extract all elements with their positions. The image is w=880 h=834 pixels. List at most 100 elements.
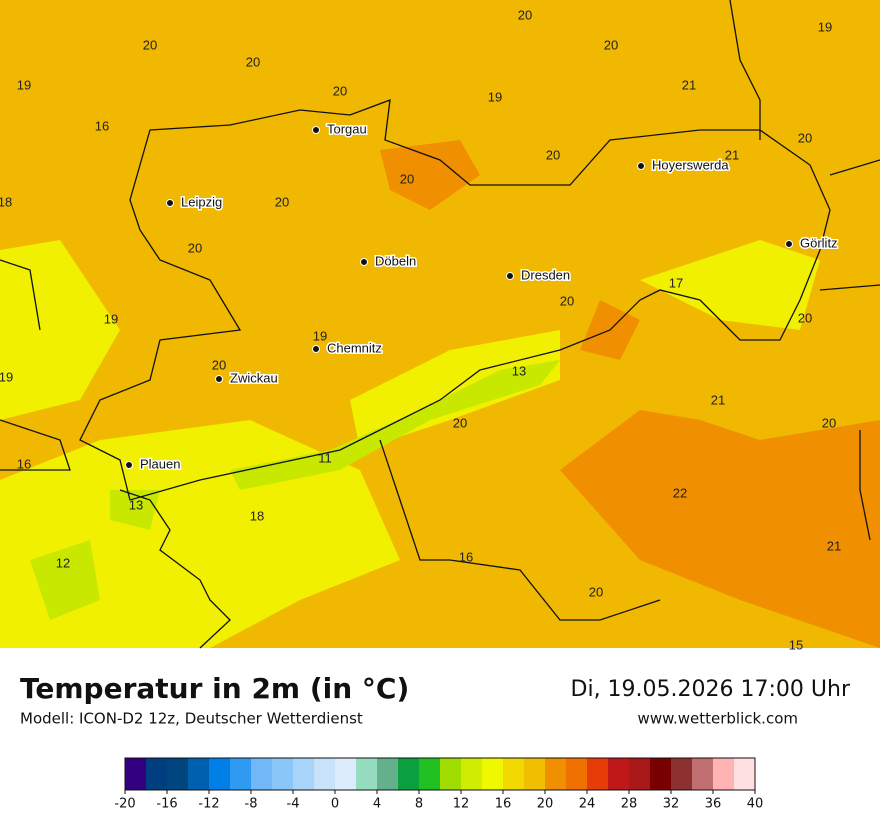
colorbar-tick-label: 36 <box>705 797 722 812</box>
colorbar-segment <box>125 758 147 790</box>
city-label: Döbeln <box>375 253 416 268</box>
temperature-label: 20 <box>188 240 202 255</box>
colorbar-frame <box>124 757 756 791</box>
city-label: Dresden <box>521 267 570 282</box>
cool-area <box>0 240 820 648</box>
temperature-label: 20 <box>518 7 532 22</box>
temperature-label: 20 <box>604 37 618 52</box>
colorbar-tick-label: 8 <box>415 797 423 812</box>
border-line <box>0 0 880 649</box>
colorbar-tick-label: -20 <box>114 797 135 812</box>
colorbar-segment <box>419 758 441 790</box>
colorbar-segment <box>335 758 357 790</box>
colorbar-segment <box>692 758 714 790</box>
temperature-labels: 20 19 20 20 20 19 21 20 19 16 20 20 21 20 18 20 20 17 20 19… <box>0 7 841 652</box>
colorbar-segment <box>440 758 462 790</box>
temperature-label: 20 <box>143 37 157 52</box>
warm-area <box>380 140 880 648</box>
temperature-label: 21 <box>682 77 696 92</box>
temperature-label: 19 <box>0 369 13 384</box>
temperature-label: 19 <box>818 19 832 34</box>
temperature-label: 20 <box>333 83 347 98</box>
temperature-label: 20 <box>400 171 414 186</box>
state-border <box>79 99 831 501</box>
colorbar-tick-label: 16 <box>495 797 512 812</box>
colorbar-segment <box>713 758 735 790</box>
colorbar-tick-label: 32 <box>663 797 680 812</box>
colorbar: -20 -16 -12 -8 -4 0 4 8 12 16 20 24 28 32 36 40 <box>114 757 764 812</box>
temperature-label: 13 <box>129 497 143 512</box>
temperature-label: 20 <box>798 310 812 325</box>
temperature-label: 22 <box>673 485 687 500</box>
colorbar-segment <box>566 758 588 790</box>
temperature-label: 16 <box>17 456 31 471</box>
city-dot <box>360 258 368 266</box>
city-dot <box>785 240 793 248</box>
city-label: Chemnitz <box>327 340 382 355</box>
temperature-label: 20 <box>453 415 467 430</box>
temperature-label: 17 <box>669 275 683 290</box>
colorbar-segment <box>545 758 567 790</box>
city-dot <box>506 272 514 280</box>
cities: Torgau Leipzig Döbeln Dresden Hoyerswerda Gör… <box>125 120 839 473</box>
temperature-label: 20 <box>246 54 260 69</box>
colorbar-segment <box>461 758 483 790</box>
colorbar-tick-label: -12 <box>198 797 219 812</box>
subtitle: Modell: ICON-D2 12z, Deutscher Wetterdie… <box>20 710 363 728</box>
temperature-label: 21 <box>711 392 725 407</box>
temperature-label: 21 <box>725 147 739 162</box>
temperature-label: 19 <box>104 311 118 326</box>
temperature-label: 18 <box>0 194 12 209</box>
temperature-label: 11 <box>318 450 332 465</box>
colorbar-segment <box>503 758 525 790</box>
colorbar-tick-label: 24 <box>579 797 596 812</box>
colorbar-segment <box>650 758 672 790</box>
temperature-label: 19 <box>17 77 31 92</box>
colorbar-segment <box>356 758 378 790</box>
temperature-label: 18 <box>250 508 264 523</box>
colorbar-segment <box>167 758 189 790</box>
city-dot <box>125 461 133 469</box>
colorbar-tick-label: 40 <box>747 797 764 812</box>
temperature-label: 20 <box>560 293 574 308</box>
cold-area <box>30 360 560 620</box>
colorbar-segment <box>293 758 315 790</box>
colorbar-tick-label: -16 <box>156 797 177 812</box>
city-dot <box>637 162 645 170</box>
temperature-label: 20 <box>212 357 226 372</box>
colorbar-segment <box>230 758 252 790</box>
city-label: Plauen <box>140 456 180 471</box>
colorbar-tick-label: 4 <box>373 797 381 812</box>
city-dot <box>312 345 320 353</box>
colorbar-segment <box>587 758 609 790</box>
temperature-label: 12 <box>56 555 70 570</box>
temperature-label: 19 <box>488 89 502 104</box>
website: www.wetterblick.com <box>638 710 798 728</box>
colorbar-segment <box>524 758 546 790</box>
temperature-label: 19 <box>313 328 327 343</box>
colorbar-segment <box>629 758 651 790</box>
temperature-label: 20 <box>798 130 812 145</box>
temperature-label: 20 <box>822 415 836 430</box>
colorbar-segment <box>482 758 504 790</box>
datetime: Di, 19.05.2026 17:00 Uhr <box>571 677 851 702</box>
city-label: Zwickau <box>230 370 278 385</box>
colorbar-tick-label: 28 <box>621 797 638 812</box>
temperature-label: 16 <box>95 118 109 133</box>
city-dot <box>166 199 174 207</box>
title: Temperatur in 2m (in °C) <box>20 672 409 705</box>
city-label: Hoyerswerda <box>652 157 729 172</box>
temperature-label: 20 <box>589 584 603 599</box>
colorbar-segment <box>146 758 168 790</box>
city-label: Torgau <box>327 121 367 136</box>
colorbar-segment <box>209 758 231 790</box>
colorbar-tick-label: -4 <box>287 797 300 812</box>
temperature-label: 20 <box>275 194 289 209</box>
colorbar-segment <box>272 758 294 790</box>
temperature-label: 15 <box>789 637 803 652</box>
temperature-label: 13 <box>512 363 526 378</box>
colorbar-segment <box>251 758 273 790</box>
colorbar-tick-label: 12 <box>453 797 470 812</box>
colorbar-segment <box>377 758 399 790</box>
